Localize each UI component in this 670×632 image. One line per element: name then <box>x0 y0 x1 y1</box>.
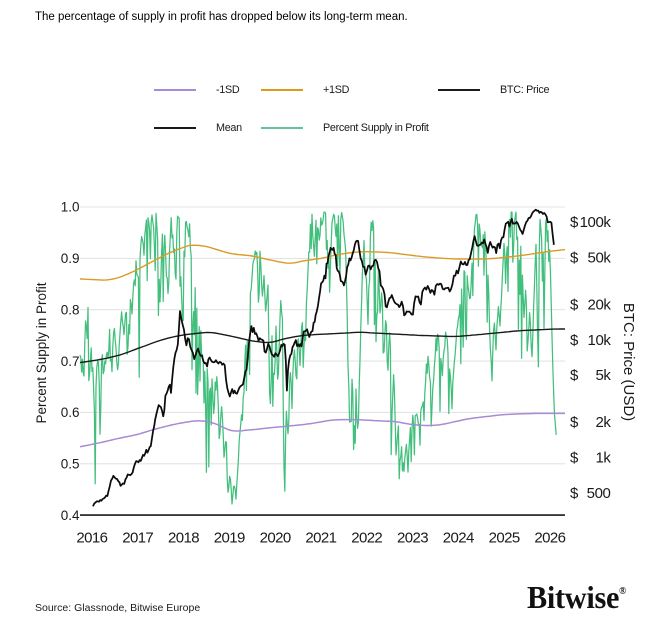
svg-text:2017: 2017 <box>122 530 153 547</box>
svg-text:1.0: 1.0 <box>61 200 80 215</box>
svg-text:2022: 2022 <box>351 530 382 547</box>
svg-text:$: $ <box>570 250 579 267</box>
svg-text:0.6: 0.6 <box>61 405 80 420</box>
svg-text:2018: 2018 <box>168 530 199 547</box>
svg-text:Percent Supply in Profit: Percent Supply in Profit <box>34 282 49 423</box>
svg-text:10k: 10k <box>588 332 612 349</box>
svg-text:0.7: 0.7 <box>61 354 80 369</box>
svg-text:$: $ <box>570 485 579 502</box>
svg-text:2020: 2020 <box>260 530 291 547</box>
svg-text:$: $ <box>570 450 579 467</box>
svg-text:2016: 2016 <box>76 530 107 547</box>
svg-text:5k: 5k <box>595 367 611 384</box>
svg-text:2019: 2019 <box>214 530 245 547</box>
svg-text:2024: 2024 <box>443 530 474 547</box>
svg-text:$: $ <box>570 367 579 384</box>
svg-text:2021: 2021 <box>305 530 336 547</box>
svg-text:BTC: Price (USD): BTC: Price (USD) <box>620 303 637 421</box>
svg-text:2026: 2026 <box>534 530 565 547</box>
svg-text:1k: 1k <box>595 450 611 467</box>
svg-text:$: $ <box>570 296 579 313</box>
svg-text:500: 500 <box>587 485 611 502</box>
svg-text:20k: 20k <box>588 296 612 313</box>
svg-text:$: $ <box>570 214 579 231</box>
svg-text:0.4: 0.4 <box>61 508 80 523</box>
svg-text:0.5: 0.5 <box>61 457 80 472</box>
svg-text:100k: 100k <box>580 214 612 231</box>
svg-text:$: $ <box>570 414 579 431</box>
svg-text:0.8: 0.8 <box>61 302 80 317</box>
svg-text:2025: 2025 <box>489 530 520 547</box>
svg-text:50k: 50k <box>588 250 612 267</box>
svg-text:$: $ <box>570 332 579 349</box>
svg-text:2023: 2023 <box>397 530 428 547</box>
svg-text:2k: 2k <box>595 414 611 431</box>
svg-text:0.9: 0.9 <box>61 251 80 266</box>
